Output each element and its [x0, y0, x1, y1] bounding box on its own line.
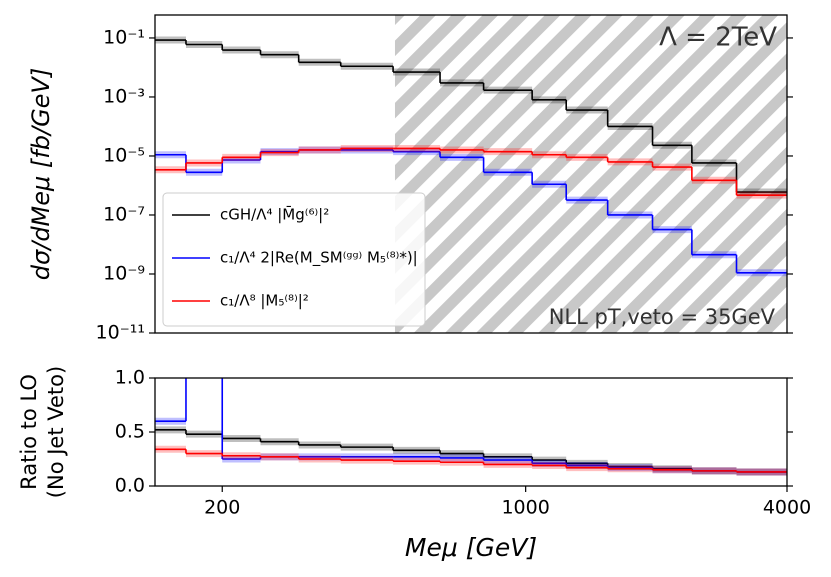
legend-label: c₁/Λ⁴ 2|Re(M_SM⁽ᵍᵍ⁾ M₅⁽⁸⁾*)| — [220, 249, 418, 268]
axes-frame — [154, 14, 788, 334]
plot-area — [155, 378, 787, 476]
legend-label: c₁/Λ⁸ |M₅⁽⁸⁾|² — [220, 292, 309, 310]
y-tick-label: 0.5 — [115, 421, 145, 443]
y-tick-label: 1.0 — [115, 367, 145, 389]
legend-box — [162, 192, 426, 327]
y-tick-label: 10⁻¹ — [103, 26, 145, 48]
y-tick-label: 10⁻¹¹ — [96, 322, 145, 344]
y-axis-label: dσ/dMeμ [fb/GeV] — [27, 68, 55, 280]
x-tick-label: 200 — [204, 497, 240, 519]
x-tick-label: 1000 — [501, 497, 549, 519]
x-tick-label: 4000 — [763, 497, 811, 519]
y-tick-label: 10⁻⁹ — [103, 262, 145, 284]
y-tick-label: 10⁻⁷ — [103, 203, 145, 225]
y-tick-label: 10⁻³ — [103, 85, 145, 107]
annotation: NLL pT,veto = 35GeV — [549, 305, 776, 329]
y-tick-label: 0.0 — [115, 475, 145, 497]
annotation: Λ = 2TeV — [659, 23, 777, 53]
veto-region — [394, 15, 787, 333]
y-tick-label: 10⁻⁵ — [103, 144, 145, 166]
x-axis-label: Meμ [GeV] — [405, 533, 537, 562]
y-axis-label: (No Jet Veto) — [44, 366, 68, 498]
legend-label: cGH/Λ⁴ |M̄g⁽⁶⁾|² — [220, 205, 329, 224]
y-axis-label: Ratio to LO — [17, 374, 41, 490]
plot-area — [155, 15, 787, 333]
